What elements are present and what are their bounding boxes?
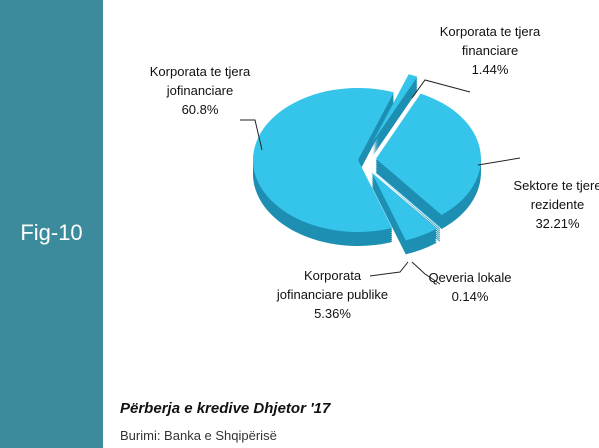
slice-side [372,82,418,150]
slice-side [372,76,418,144]
caption: Përberja e kredive Dhjetor '17 [120,400,331,417]
slice-side [372,78,418,146]
slice-label: Sektore te tjere rezidente 32.21% [510,176,599,233]
slice [372,74,418,142]
slice [375,93,481,215]
leader-line [411,79,471,99]
value-label: 32.21% [535,216,580,231]
slice-side [372,86,418,154]
category-label: Qeveria lokale [428,270,512,285]
category-label: Korporata te tjera jofinanciare [149,64,251,98]
value-label: 60.8% [181,102,219,117]
slice [374,170,441,228]
slice-label: Korporata te tjera financiare 1.44% [430,22,550,79]
value-label: 1.44% [471,62,509,77]
value-label: 5.36% [314,306,351,321]
slice [253,87,394,232]
slice [371,172,437,241]
slice-label: Korporata te tjera jofinanciare 60.8% [140,62,260,119]
category-label: Sektore te tjere rezidente [513,178,599,212]
leader-line [369,261,409,277]
category-label: Korporata jofinanciare publike [276,268,389,302]
slice-side [374,172,441,230]
sidebar [0,0,103,448]
slice-side [372,80,418,148]
leader-line [411,261,441,285]
leader-line [477,157,521,166]
slice-side [372,84,418,152]
figure-label: Fig-10 [20,220,83,245]
value-label: 0.14% [451,289,489,304]
leader-line [240,119,263,151]
slice-label: Qeveria lokale 0.14% [420,268,520,306]
slice-side [372,88,418,156]
slice-label: Korporata jofinanciare publike 5.36% [270,266,395,323]
category-label: Korporata te tjera financiare [439,24,541,58]
source: Burimi: Banka e Shqipërisë [120,428,277,443]
